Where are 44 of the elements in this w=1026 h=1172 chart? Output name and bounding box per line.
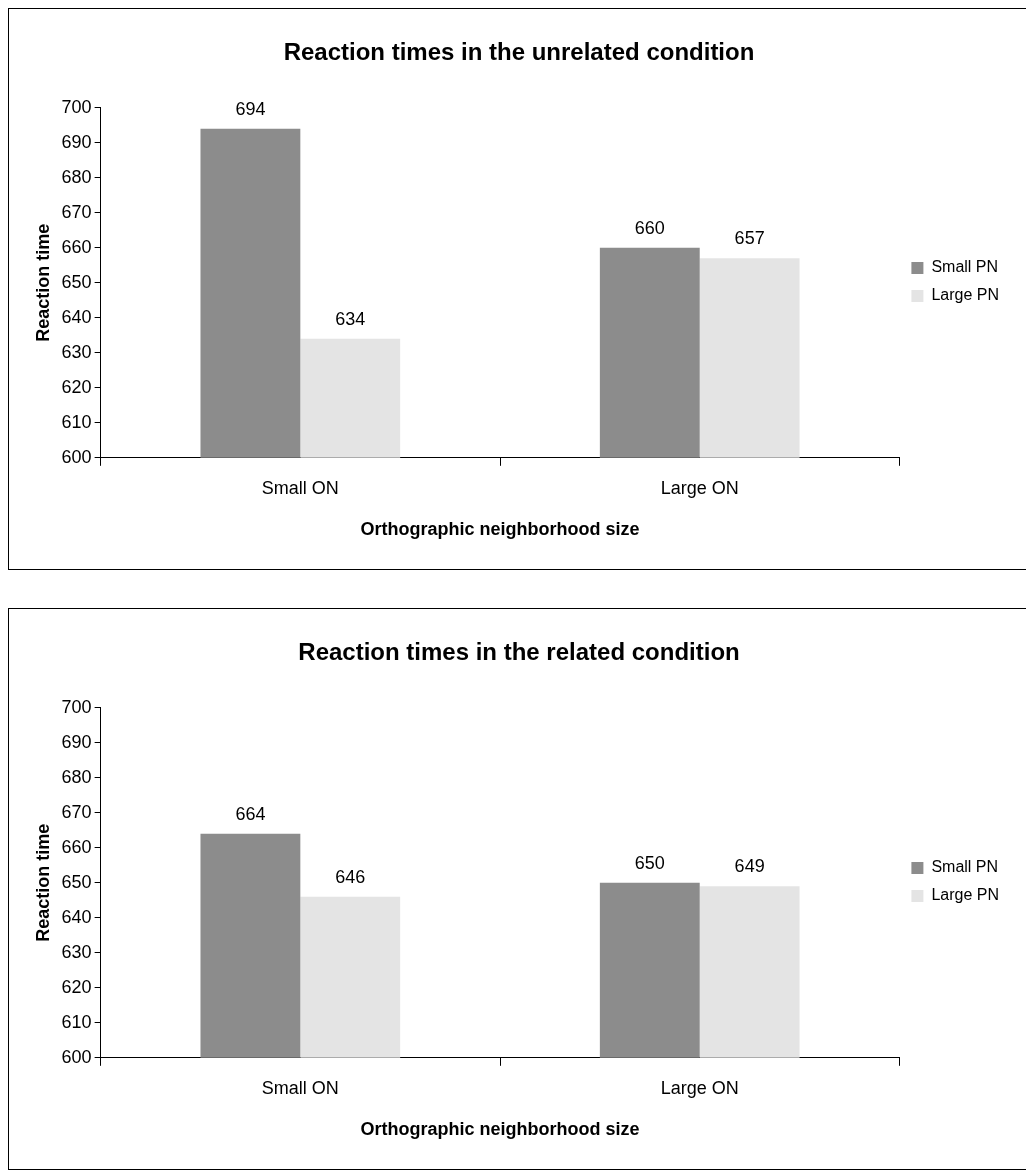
y-tick-label: 630	[61, 941, 92, 962]
y-tick-label: 610	[61, 1011, 92, 1032]
data-label: 646	[335, 866, 366, 887]
y-tick-label: 650	[61, 271, 92, 292]
y-tick-label: 600	[61, 1046, 92, 1067]
x-tick-label: Small ON	[261, 1077, 339, 1098]
data-label: 694	[235, 98, 266, 119]
x-tick-label: Large ON	[660, 477, 739, 498]
x-tick-label: Small ON	[261, 477, 339, 498]
legend-label: Small PN	[931, 858, 999, 876]
legend-label: Large PN	[931, 886, 999, 904]
y-axis-title: Reaction time	[32, 823, 53, 942]
legend-label: Small PN	[931, 258, 999, 276]
data-label: 650	[634, 852, 665, 873]
y-axis-title: Reaction time	[32, 223, 53, 342]
y-tick-label: 650	[61, 871, 92, 892]
y-tick-label: 630	[61, 341, 92, 362]
x-tick-label: Large ON	[660, 1077, 739, 1098]
data-label: 649	[734, 856, 765, 877]
y-tick-label: 640	[61, 906, 92, 927]
legend-label: Large PN	[931, 286, 999, 304]
y-tick-label: 690	[61, 131, 92, 152]
x-axis-title: Orthographic neighborhood size	[360, 519, 640, 540]
y-tick-label: 620	[61, 376, 92, 397]
y-tick-label: 670	[61, 201, 92, 222]
y-tick-label: 690	[61, 731, 92, 752]
x-axis-title: Orthographic neighborhood size	[360, 1119, 640, 1140]
y-tick-label: 640	[61, 306, 92, 327]
chart-title: Reaction times in the related condition	[298, 638, 740, 666]
y-tick-label: 700	[61, 696, 92, 717]
data-label: 657	[734, 228, 765, 249]
chart-title: Reaction times in the unrelated condition	[283, 38, 755, 66]
data-label: 660	[634, 217, 665, 238]
y-tick-label: 620	[61, 976, 92, 997]
y-tick-label: 680	[61, 166, 92, 187]
y-tick-label: 660	[61, 836, 92, 857]
y-tick-label: 680	[61, 766, 92, 787]
y-tick-label: 610	[61, 411, 92, 432]
y-tick-label: 600	[61, 446, 92, 467]
data-label: 634	[335, 308, 366, 329]
y-tick-label: 660	[61, 236, 92, 257]
y-tick-label: 700	[61, 96, 92, 117]
data-label: 664	[235, 803, 266, 824]
y-tick-label: 670	[61, 801, 92, 822]
